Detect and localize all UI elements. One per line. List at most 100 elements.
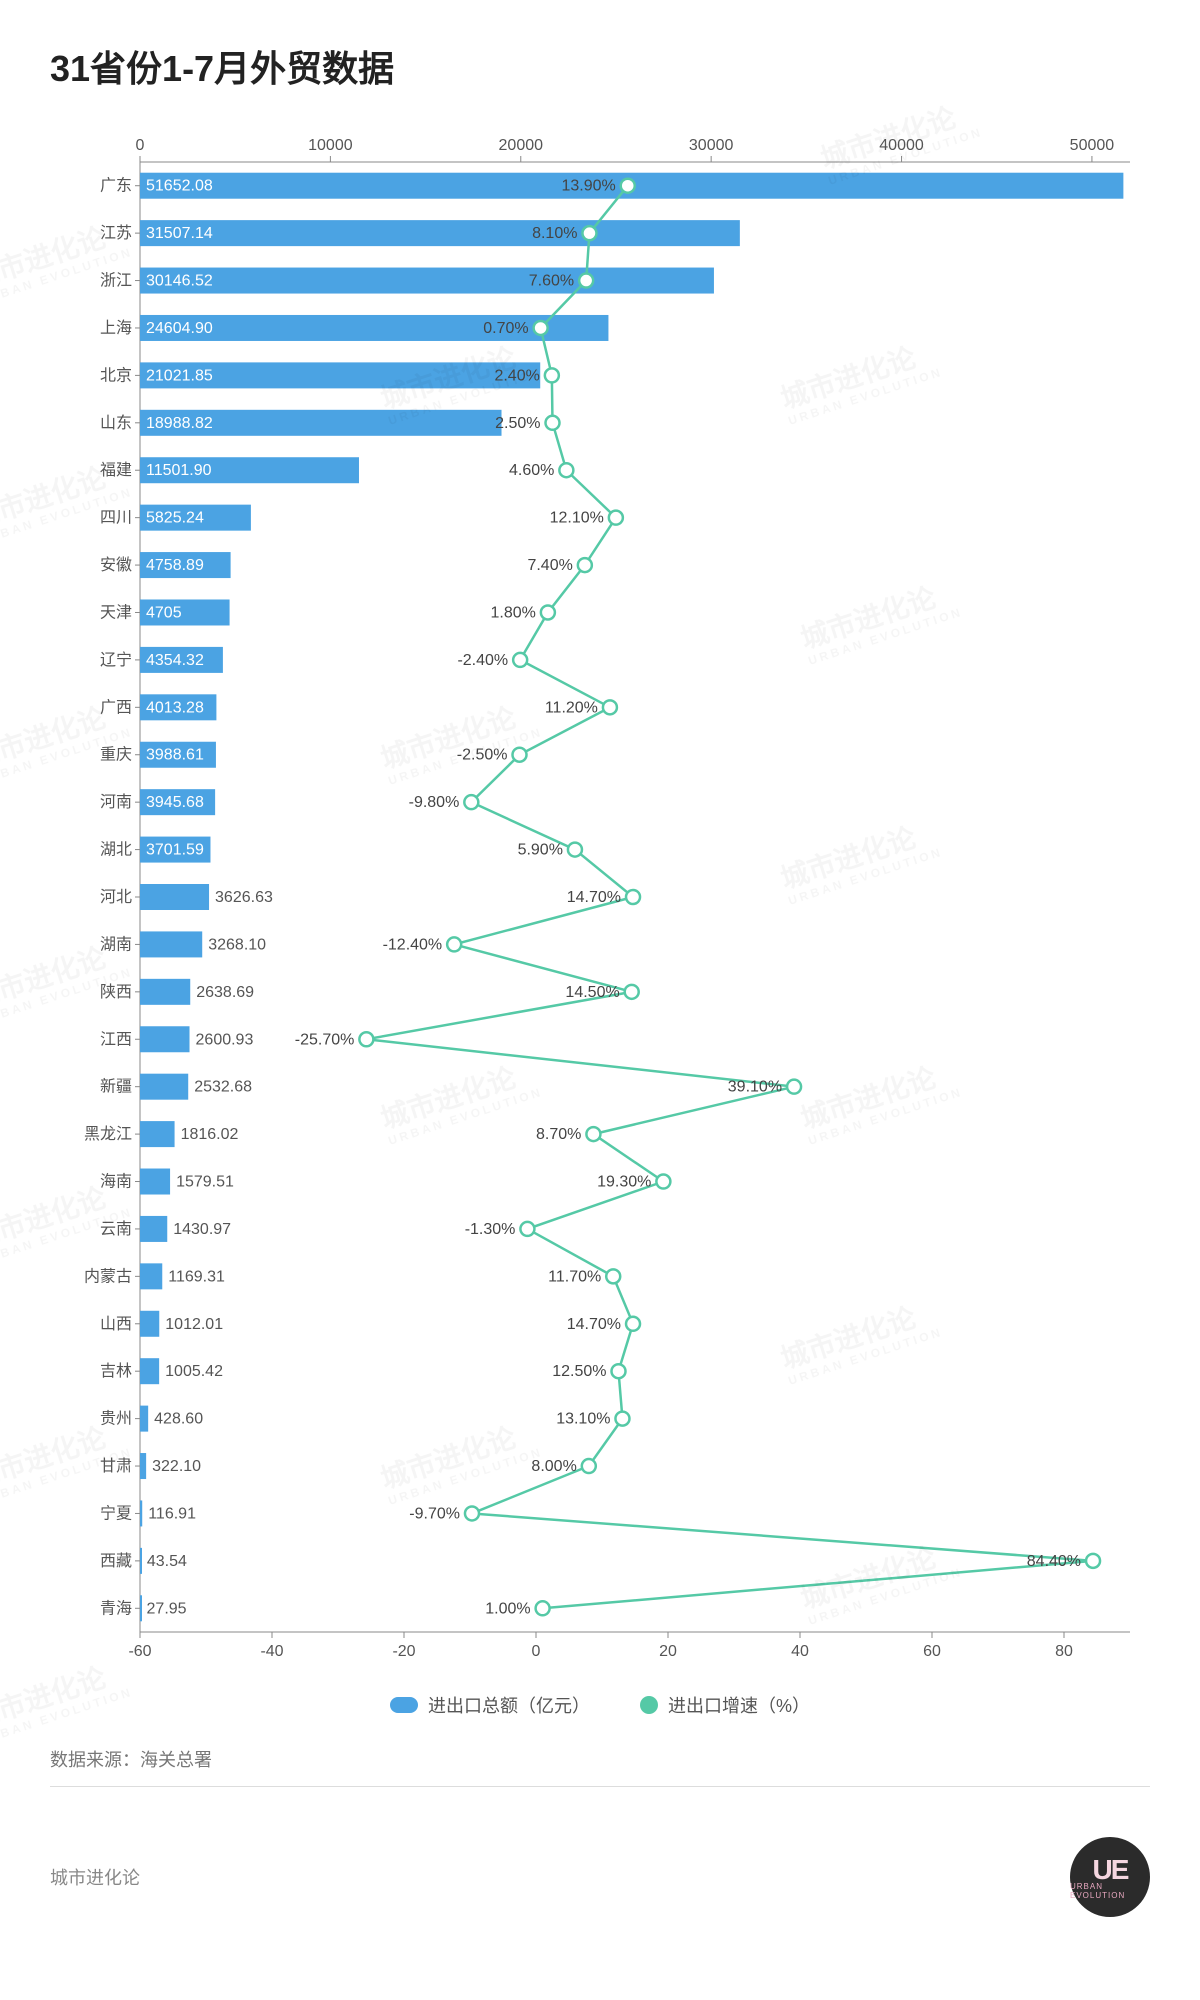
province-label: 山东 xyxy=(100,414,132,432)
bar-value: 43.54 xyxy=(147,1553,187,1570)
province-label: 宁夏 xyxy=(100,1504,132,1522)
svg-text:20000: 20000 xyxy=(499,137,544,154)
growth-marker xyxy=(513,653,527,667)
chart-svg: 01000020000300004000050000-60-40-2002040… xyxy=(50,122,1150,1682)
logo-subtext: URBAN EVOLUTION xyxy=(1070,1882,1150,1900)
growth-marker xyxy=(465,1506,479,1520)
growth-label: 7.60% xyxy=(529,273,574,290)
bar xyxy=(140,931,202,957)
page-title: 31省份1-7月外贸数据 xyxy=(50,40,1150,92)
growth-label: 5.90% xyxy=(518,842,563,859)
legend-item-bar: 进出口总额（亿元） xyxy=(390,1692,590,1718)
growth-label: -1.30% xyxy=(465,1221,516,1238)
province-label: 青海 xyxy=(100,1599,132,1617)
bar-value: 4013.28 xyxy=(146,699,204,716)
svg-text:10000: 10000 xyxy=(308,137,353,154)
growth-label: 12.50% xyxy=(552,1363,606,1380)
growth-label: 84.40% xyxy=(1027,1553,1081,1570)
svg-text:40000: 40000 xyxy=(879,137,924,154)
province-label: 天津 xyxy=(100,603,132,621)
legend: 进出口总额（亿元） 进出口增速（%） xyxy=(50,1692,1150,1718)
province-label: 安徽 xyxy=(100,556,132,574)
growth-marker xyxy=(787,1080,801,1094)
svg-text:0: 0 xyxy=(136,137,145,154)
growth-marker xyxy=(464,795,478,809)
bar-value: 24604.90 xyxy=(146,320,213,337)
bar xyxy=(140,1311,159,1337)
growth-marker xyxy=(559,463,573,477)
bar-value: 2600.93 xyxy=(196,1031,254,1048)
growth-marker xyxy=(578,558,592,572)
growth-marker xyxy=(545,368,559,382)
growth-marker xyxy=(1086,1554,1100,1568)
growth-marker xyxy=(626,1317,640,1331)
growth-label: 8.00% xyxy=(531,1458,576,1475)
growth-label: 14.70% xyxy=(567,1316,621,1333)
legend-label-bar: 进出口总额（亿元） xyxy=(428,1692,590,1718)
bar-value: 116.91 xyxy=(148,1505,196,1522)
legend-label-line: 进出口增速（%） xyxy=(668,1692,810,1718)
svg-text:-20: -20 xyxy=(392,1643,415,1660)
growth-marker xyxy=(656,1175,670,1189)
growth-label: 14.70% xyxy=(567,889,621,906)
bar xyxy=(140,268,714,294)
growth-marker xyxy=(520,1222,534,1236)
province-label: 北京 xyxy=(100,366,132,384)
bar xyxy=(140,1548,142,1574)
bar-value: 21021.85 xyxy=(146,367,213,384)
province-label: 西藏 xyxy=(100,1552,132,1570)
growth-label: 11.20% xyxy=(545,699,598,716)
bar-value: 1430.97 xyxy=(173,1221,231,1238)
growth-label: 14.50% xyxy=(565,984,619,1001)
growth-marker xyxy=(541,605,555,619)
bar-value: 428.60 xyxy=(154,1411,203,1428)
logo-badge: UE URBAN EVOLUTION xyxy=(1070,1837,1150,1917)
bar-value: 27.95 xyxy=(147,1600,187,1617)
province-label: 四川 xyxy=(100,510,132,527)
province-label: 广西 xyxy=(100,698,132,716)
province-label: 浙江 xyxy=(100,272,132,290)
growth-label: 1.00% xyxy=(485,1600,530,1617)
bar-value: 1816.02 xyxy=(181,1126,239,1143)
growth-label: -9.80% xyxy=(409,794,460,811)
growth-label: 11.70% xyxy=(548,1268,601,1285)
legend-swatch-dot xyxy=(640,1696,658,1714)
bar xyxy=(140,1121,175,1147)
growth-label: 12.10% xyxy=(550,510,604,527)
growth-label: -2.50% xyxy=(457,747,508,764)
legend-item-line: 进出口增速（%） xyxy=(640,1692,810,1718)
growth-marker xyxy=(359,1032,373,1046)
bar-value: 18988.82 xyxy=(146,415,213,432)
growth-label: -9.70% xyxy=(409,1505,460,1522)
bar xyxy=(140,884,209,910)
bar xyxy=(140,1595,142,1621)
growth-marker xyxy=(447,937,461,951)
svg-text:80: 80 xyxy=(1055,1643,1073,1660)
province-label: 海南 xyxy=(100,1173,132,1191)
province-label: 贵州 xyxy=(100,1410,132,1428)
growth-marker xyxy=(586,1127,600,1141)
growth-label: 0.70% xyxy=(483,320,528,337)
growth-marker xyxy=(546,416,560,430)
growth-marker xyxy=(582,1459,596,1473)
bar xyxy=(140,1074,188,1100)
growth-label: 4.60% xyxy=(509,462,554,479)
growth-label: 2.50% xyxy=(495,415,540,432)
bar-value: 3945.68 xyxy=(146,794,204,811)
province-label: 上海 xyxy=(100,319,132,337)
footer: 城市进化论 UE URBAN EVOLUTION xyxy=(50,1837,1150,1917)
growth-marker xyxy=(625,985,639,999)
bar-value: 30146.52 xyxy=(146,273,213,290)
province-label: 湖北 xyxy=(100,841,132,859)
growth-label: -12.40% xyxy=(383,936,443,953)
bar xyxy=(140,1169,170,1195)
bar-value: 1012.01 xyxy=(165,1316,223,1333)
province-label: 内蒙古 xyxy=(84,1267,132,1285)
province-label: 江西 xyxy=(100,1030,132,1048)
growth-label: 39.10% xyxy=(728,1079,782,1096)
growth-label: 1.80% xyxy=(491,604,536,621)
svg-text:-40: -40 xyxy=(260,1643,283,1660)
bar-value: 1005.42 xyxy=(165,1363,223,1380)
bar-value: 3626.63 xyxy=(215,889,273,906)
growth-marker xyxy=(536,1601,550,1615)
